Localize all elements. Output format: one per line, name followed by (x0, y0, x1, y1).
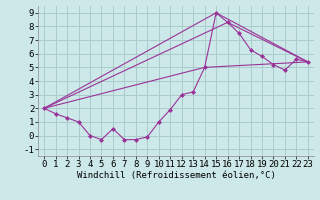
X-axis label: Windchill (Refroidissement éolien,°C): Windchill (Refroidissement éolien,°C) (76, 171, 276, 180)
